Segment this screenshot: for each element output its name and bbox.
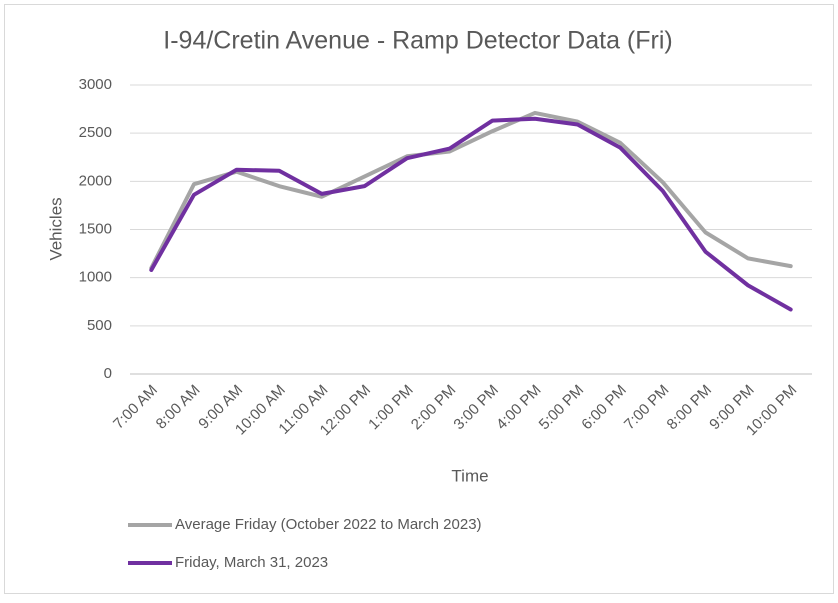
chart-title: I-94/Cretin Avenue - Ramp Detector Data … xyxy=(163,27,672,55)
legend-label: Average Friday (October 2022 to March 20… xyxy=(175,516,482,533)
legend-label: Friday, March 31, 2023 xyxy=(175,554,328,571)
x-axis-label: Time xyxy=(451,466,488,485)
y-tick-label: 3000 xyxy=(79,76,112,93)
series-line xyxy=(149,110,793,271)
chart-border xyxy=(4,4,834,594)
y-tick-label: 0 xyxy=(104,365,112,382)
y-tick-label: 2000 xyxy=(79,172,112,189)
y-tick-label: 1000 xyxy=(79,269,112,286)
series-line xyxy=(149,116,793,312)
y-axis-label: Vehicles xyxy=(46,197,65,260)
y-tick-label: 2500 xyxy=(79,124,112,141)
y-tick-label: 500 xyxy=(87,317,112,334)
y-tick-label: 1500 xyxy=(79,220,112,237)
